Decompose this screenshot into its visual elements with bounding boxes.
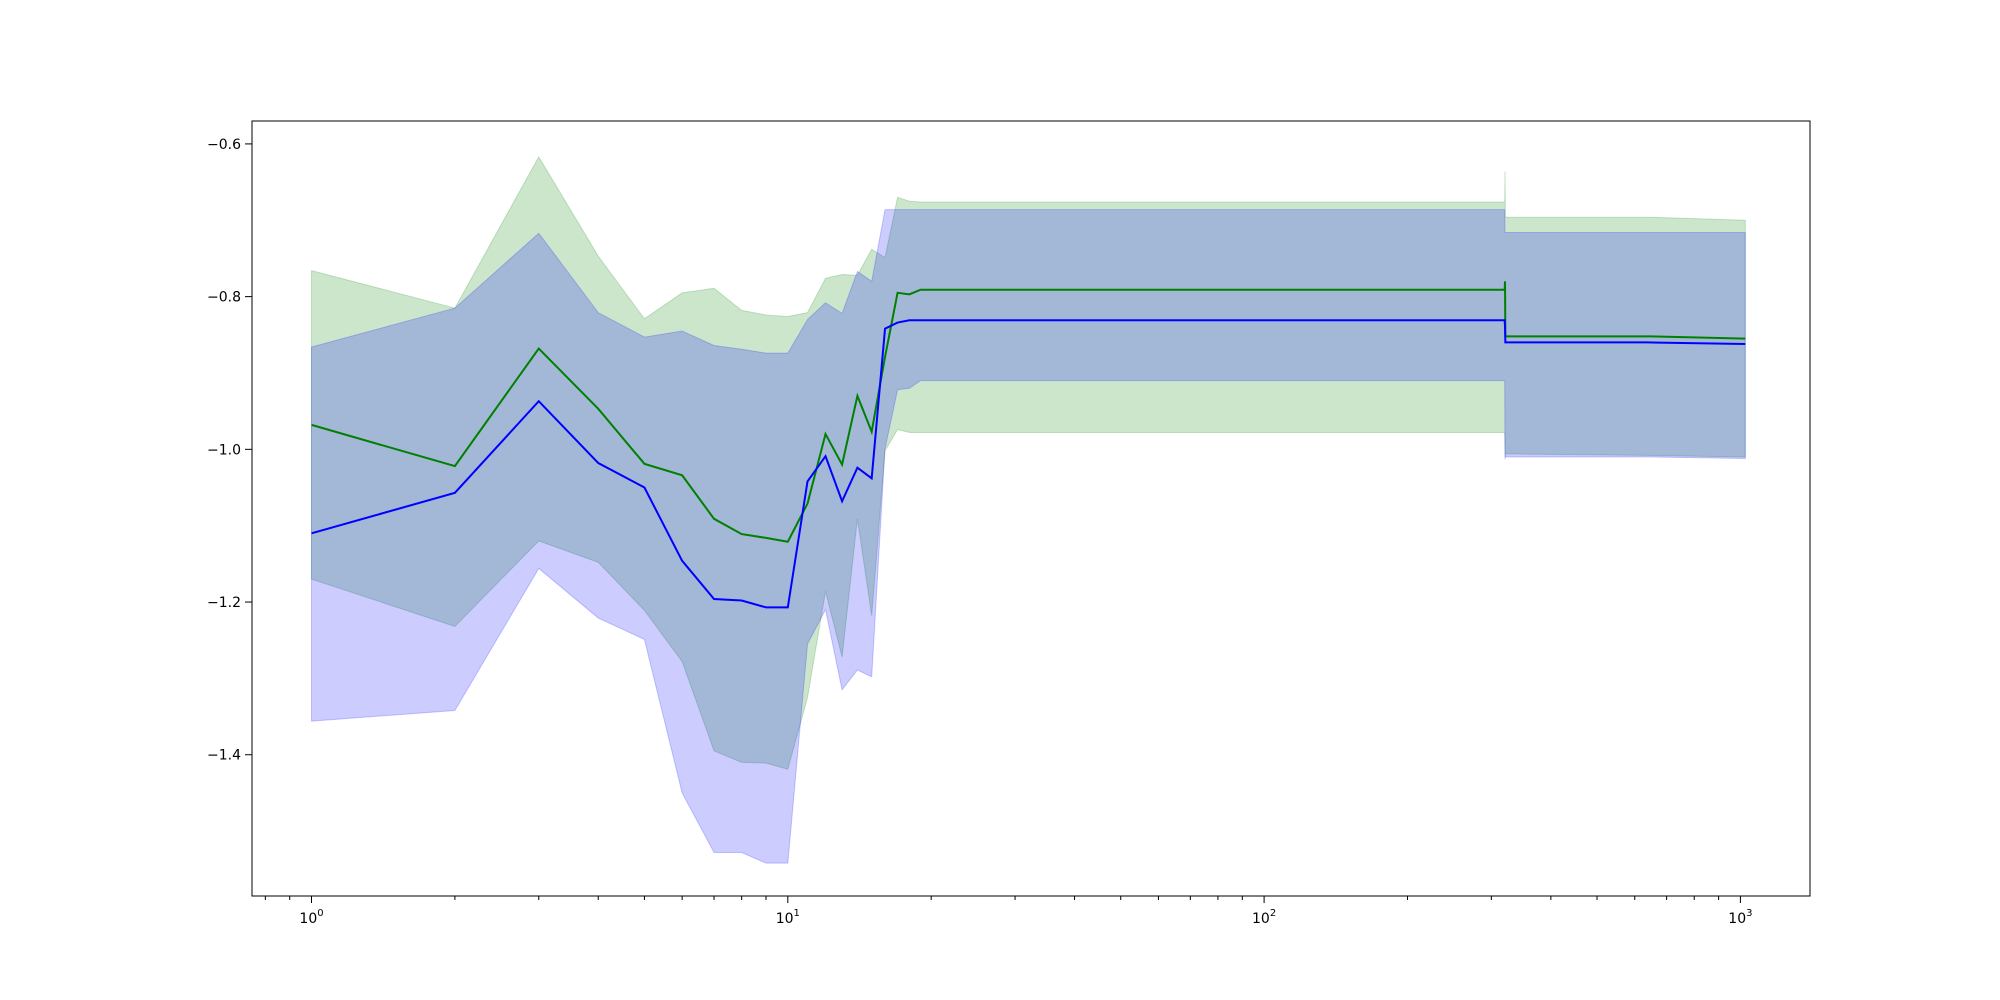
line-series-1 [311, 319, 1746, 609]
band-series-0 [311, 155, 1746, 770]
plot-frame [251, 120, 1811, 897]
x-axis: 100 101 102 103 [264, 896, 1753, 927]
x-tick-label: 101 [776, 908, 800, 927]
plot-background [252, 121, 1810, 896]
y-tick-label: −0.6 [207, 137, 241, 153]
line-series-0 [311, 281, 1746, 543]
y-tick-label: −1.2 [207, 595, 241, 611]
y-tick-label: −0.8 [207, 290, 241, 306]
confidence-bands [311, 155, 1746, 864]
x-tick-label: 103 [1728, 908, 1752, 927]
y-tick-label: −1.0 [207, 442, 241, 458]
x-tick-label: 100 [299, 908, 323, 927]
x-tick-label: 102 [1252, 908, 1276, 927]
band-series-1 [311, 209, 1746, 864]
series-lines [311, 281, 1746, 609]
y-axis: −0.6 −0.8 −1.0 −1.2 −1.4 [207, 137, 252, 764]
y-tick-label: −1.4 [207, 748, 241, 764]
